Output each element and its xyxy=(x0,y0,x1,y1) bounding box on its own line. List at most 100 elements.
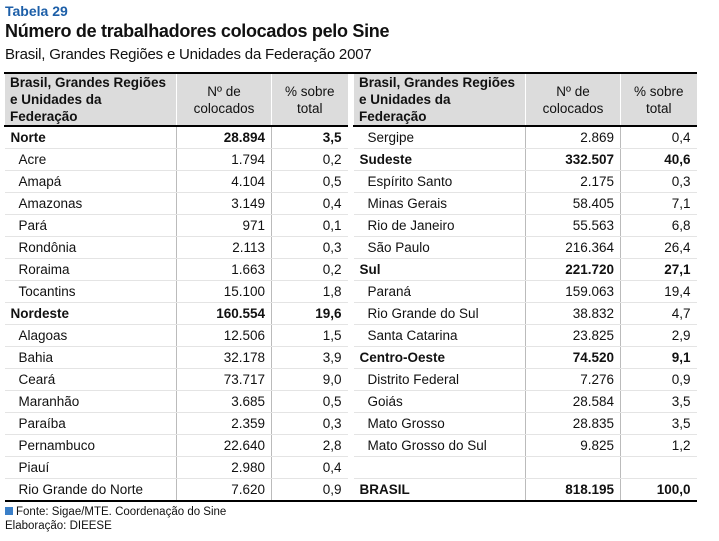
row-name: Paraíba xyxy=(4,412,177,435)
row-name: Roraima xyxy=(4,258,177,281)
column-header: % sobre total xyxy=(620,73,697,127)
table-row: Piauí 2.980 0,4 xyxy=(4,456,697,479)
blank-cell xyxy=(620,456,697,479)
row-name: Rondônia xyxy=(4,236,177,259)
percent: 1,5 xyxy=(271,324,348,347)
table-row: Bahia 32.178 3,9 Centro-Oeste 74.520 9,1 xyxy=(4,346,697,369)
row-name: Rio de Janeiro xyxy=(353,214,526,237)
percent: 0,9 xyxy=(620,368,697,391)
gap xyxy=(347,258,354,281)
table-row: Alagoas 12.506 1,5 Santa Catarina 23.825 2,9 xyxy=(4,324,697,347)
row-name: Mato Grosso xyxy=(353,412,526,435)
placed-count: 159.063 xyxy=(525,280,621,303)
credit: Elaboração: DIEESE xyxy=(5,520,112,532)
placed-count: 12.506 xyxy=(176,324,272,347)
percent: 0,5 xyxy=(271,390,348,413)
table-row: Ceará 73.717 9,0 Distrito Federal 7.276 0,9 xyxy=(4,368,697,391)
placed-count: 58.405 xyxy=(525,192,621,215)
percent: 3,5 xyxy=(271,126,348,149)
placed-count: 2.869 xyxy=(525,126,621,149)
percent: 0,3 xyxy=(271,236,348,259)
placed-count: 28.584 xyxy=(525,390,621,413)
placed-count: 28.894 xyxy=(176,126,272,149)
placed-count: 221.720 xyxy=(525,258,621,281)
placed-count: 38.832 xyxy=(525,302,621,325)
title: Número de trabalhadores colocados pelo S… xyxy=(5,21,390,41)
percent: 7,1 xyxy=(620,192,697,215)
row-name: Piauí xyxy=(4,456,177,479)
column-header: % sobre total xyxy=(271,73,348,127)
percent: 40,6 xyxy=(620,148,697,171)
data-table: Brasil, Grandes Regiões e Unidades da Fe… xyxy=(4,72,697,502)
row-name: Tocantins xyxy=(4,280,177,303)
percent: 26,4 xyxy=(620,236,697,259)
placed-count: 1.663 xyxy=(176,258,272,281)
gap xyxy=(347,170,354,193)
percent: 0,3 xyxy=(271,412,348,435)
footer: Fonte: Sigae/MTE. Coordenação do Sine El… xyxy=(5,505,226,533)
row-name: Maranhão xyxy=(4,390,177,413)
row-name: Rio Grande do Sul xyxy=(353,302,526,325)
source-marker xyxy=(5,507,13,515)
percent: 9,0 xyxy=(271,368,348,391)
percent: 27,1 xyxy=(620,258,697,281)
placed-count: 2.175 xyxy=(525,170,621,193)
row-name: Acre xyxy=(4,148,177,171)
percent: 1,8 xyxy=(271,280,348,303)
row-name: Amapá xyxy=(4,170,177,193)
placed-count: 971 xyxy=(176,214,272,237)
placed-count: 15.100 xyxy=(176,280,272,303)
subtitle: Brasil, Grandes Regiões e Unidades da Fe… xyxy=(5,46,372,63)
column-header: Brasil, Grandes Regiões e Unidades da Fe… xyxy=(4,73,177,127)
gap xyxy=(347,280,354,303)
placed-count: 2.359 xyxy=(176,412,272,435)
table-row: Pará 971 0,1 Rio de Janeiro 55.563 6,8 xyxy=(4,214,697,237)
row-name: Minas Gerais xyxy=(353,192,526,215)
percent: 6,8 xyxy=(620,214,697,237)
row-name: Santa Catarina xyxy=(353,324,526,347)
percent: 2,8 xyxy=(271,434,348,457)
gap xyxy=(347,346,354,369)
gap xyxy=(347,236,354,259)
gap xyxy=(347,73,354,126)
placed-count: 7.276 xyxy=(525,368,621,391)
table-row: Maranhão 3.685 0,5 Goiás 28.584 3,5 xyxy=(4,390,697,413)
placed-count: 73.717 xyxy=(176,368,272,391)
placed-count: 3.685 xyxy=(176,390,272,413)
placed-count: 2.113 xyxy=(176,236,272,259)
gap xyxy=(347,126,354,149)
column-header: Nº de colocados xyxy=(525,73,621,127)
table-row: Roraima 1.663 0,2 Sul 221.720 27,1 xyxy=(4,258,697,281)
placed-count: 2.980 xyxy=(176,456,272,479)
placed-count: 7.620 xyxy=(176,478,272,502)
gap xyxy=(347,412,354,435)
percent: 0,3 xyxy=(620,170,697,193)
placed-count: 28.835 xyxy=(525,412,621,435)
row-name: Mato Grosso do Sul xyxy=(353,434,526,457)
table-row: Paraíba 2.359 0,3 Mato Grosso 28.835 3,5 xyxy=(4,412,697,435)
table-row: Amazonas 3.149 0,4 Minas Gerais 58.405 7,1 xyxy=(4,192,697,215)
row-name: Centro-Oeste xyxy=(353,346,526,369)
percent: 0,4 xyxy=(271,456,348,479)
blank-cell xyxy=(353,456,526,479)
column-header: Nº de colocados xyxy=(176,73,272,127)
percent: 3,9 xyxy=(271,346,348,369)
row-name: Pernambuco xyxy=(4,434,177,457)
row-name: São Paulo xyxy=(353,236,526,259)
gap xyxy=(347,192,354,215)
percent: 0,5 xyxy=(271,170,348,193)
placed-count: 74.520 xyxy=(525,346,621,369)
table-row: Pernambuco 22.640 2,8 Mato Grosso do Sul 9.8… xyxy=(4,434,697,457)
row-name: Norte xyxy=(4,126,177,149)
percent: 0,9 xyxy=(271,478,348,502)
percent: 0,4 xyxy=(271,192,348,215)
gap xyxy=(347,390,354,413)
table-label: Tabela 29 xyxy=(5,3,68,19)
source: Fonte: Sigae/MTE. Coordenação do Sine xyxy=(5,505,226,519)
percent: 9,1 xyxy=(620,346,697,369)
blank-cell xyxy=(525,456,621,479)
row-name: Sudeste xyxy=(353,148,526,171)
row-name: Goiás xyxy=(353,390,526,413)
total-count: 818.195 xyxy=(525,478,621,502)
